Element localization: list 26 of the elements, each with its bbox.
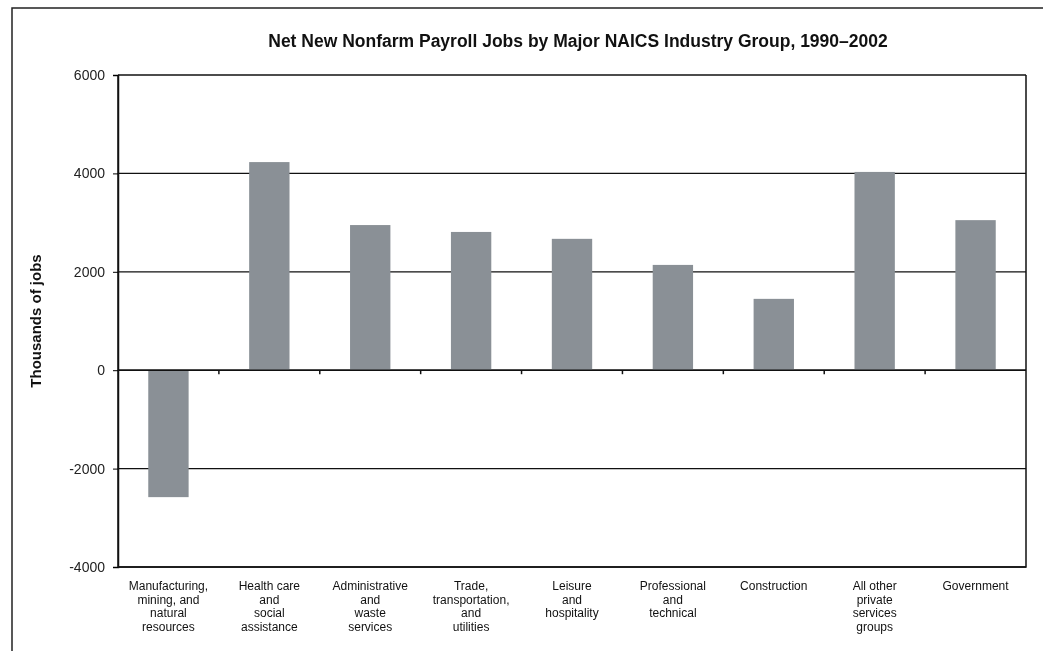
- y-tick-label: -4000: [69, 558, 106, 575]
- bar: [551, 238, 593, 371]
- bar: [450, 231, 492, 371]
- bar: [148, 370, 189, 498]
- y-axis-title: Thousands of jobs: [27, 254, 44, 388]
- bar: [652, 264, 694, 371]
- x-tick-label: Trade, transportation, and utilities: [432, 579, 510, 634]
- x-tick-label: Health care and social assistance: [238, 579, 301, 634]
- x-tick-label: All other private services groups: [852, 579, 897, 634]
- x-tick-label: Government: [942, 579, 1010, 593]
- y-tick-label: 2000: [73, 263, 106, 280]
- bar: [854, 171, 895, 371]
- bar: [955, 220, 996, 371]
- bar: [753, 298, 794, 371]
- x-tick-label: Construction: [740, 579, 808, 593]
- x-tick-label: Leisure and hospitality: [545, 579, 599, 620]
- bar: [249, 162, 290, 371]
- chart-title: Net New Nonfarm Payroll Jobs by Major NAICS Industry Group, 1990–2002: [268, 31, 889, 51]
- x-tick-label: Professional and technical: [639, 579, 706, 620]
- bar: [350, 225, 391, 371]
- y-tick-label: -2000: [69, 460, 106, 477]
- x-tick-label: Manufacturing, mining, and natural resources: [128, 579, 209, 634]
- y-tick-label: 6000: [73, 66, 106, 83]
- y-tick-label: 4000: [73, 165, 106, 182]
- y-tick-label: 0: [97, 362, 106, 379]
- x-tick-label: Administrative and waste services: [332, 579, 409, 634]
